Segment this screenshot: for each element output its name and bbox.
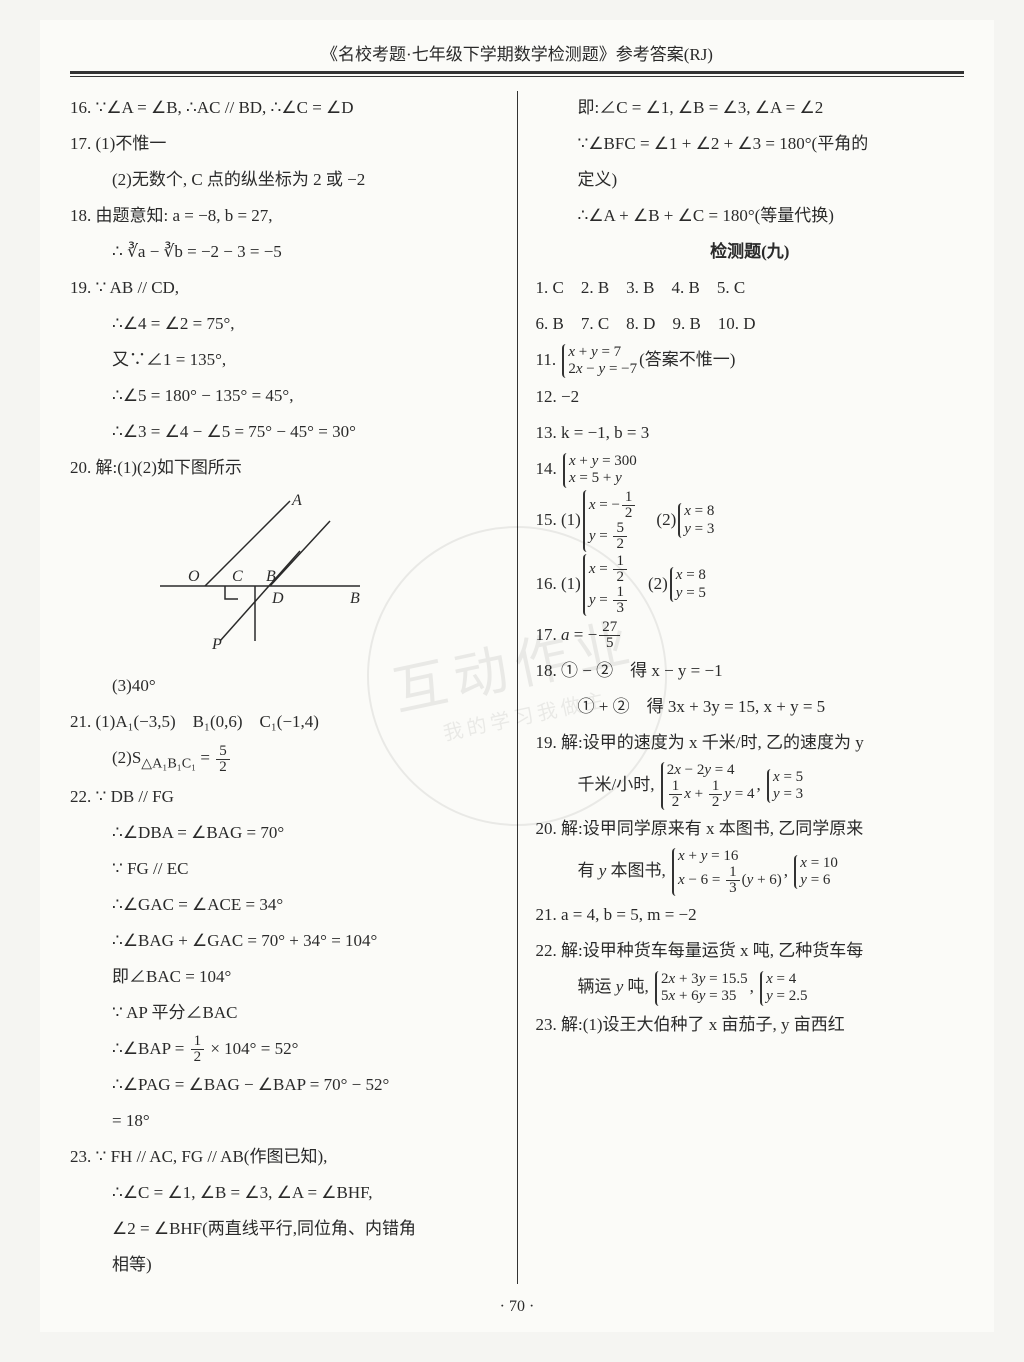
- text-line: ∵ FG // EC: [70, 852, 499, 886]
- text-line: 18. 由题意知: a = −8, b = 27,: [70, 199, 499, 233]
- text-line: ∴∠C = ∠1, ∠B = ∠3, ∠A = ∠BHF,: [70, 1176, 499, 1210]
- text-line: 14. x + y = 300x = 5 + y: [536, 452, 965, 487]
- text-line: 检测题(九): [536, 235, 965, 269]
- text-line: 即∠BAC = 104°: [70, 960, 499, 994]
- text-line: ① + ② 得 3x + 3y = 15, x + y = 5: [536, 690, 965, 724]
- rule-thin: [70, 76, 964, 77]
- text-line: = 18°: [70, 1104, 499, 1138]
- text-line: 12. −2: [536, 380, 965, 414]
- text-line: 千米/小时, 2x − 2y = 412x + 12y = 4, x = 5y …: [536, 762, 965, 810]
- text-line: ∵∠BFC = ∠1 + ∠2 + ∠3 = 180°(平角的: [536, 127, 965, 161]
- text-line: 又∵∠1 = 135°,: [70, 343, 499, 377]
- text-line: 相等): [70, 1248, 499, 1282]
- svg-text:P: P: [211, 636, 222, 651]
- text-line: 有 y 本图书, x + y = 16x − 6 = 13(y + 6), x …: [536, 848, 965, 896]
- text-line: (3)40°: [70, 669, 499, 703]
- text-line: 23. ∵ FH // AC, FG // AB(作图已知),: [70, 1140, 499, 1174]
- text-line: ∴∠4 = ∠2 = 75°,: [70, 307, 499, 341]
- text-line: ∴∠A + ∠B + ∠C = 180°(等量代换): [536, 199, 965, 233]
- text-line: 23. 解:(1)设王大伯种了 x 亩茄子, y 亩西红: [536, 1008, 965, 1042]
- text-line: 13. k = −1, b = 3: [536, 416, 965, 450]
- text-line: 即:∠C = ∠1, ∠B = ∠3, ∠A = ∠2: [536, 91, 965, 125]
- text-line: ∴∠BAG + ∠GAC = 70° + 34° = 104°: [70, 924, 499, 958]
- text-line: 16. (1)x = 12y = 13 (2)x = 8y = 5: [536, 554, 965, 616]
- text-line: 21. a = 4, b = 5, m = −2: [536, 898, 965, 932]
- text-line: 1. C 2. B 3. B 4. B 5. C: [536, 271, 965, 305]
- svg-text:D: D: [271, 590, 284, 607]
- text-line: ∴∠3 = ∠4 − ∠5 = 75° − 45° = 30°: [70, 415, 499, 449]
- text-line: 20. 解:设甲同学原来有 x 本图书, 乙同学原来: [536, 812, 965, 846]
- text-line: 21. (1)A₁(−3,5) B₁(0,6) C₁(−1,4): [70, 705, 499, 739]
- page: 《名校考题·七年级下学期数学检测题》参考答案(RJ) 互动作业 我的学习我做主 …: [40, 20, 994, 1332]
- text-line: ∴ ∛a − ∛b = −2 − 3 = −5: [70, 235, 499, 269]
- page-header-title: 《名校考题·七年级下学期数学检测题》参考答案(RJ): [70, 40, 964, 65]
- column-right: 即:∠C = ∠1, ∠B = ∠3, ∠A = ∠2∵∠BFC = ∠1 + …: [518, 91, 965, 1284]
- column-left: 16. ∵∠A = ∠B, ∴AC // BD, ∴∠C = ∠D17. (1)…: [70, 91, 518, 1284]
- text-line: 22. 解:设甲种货车每量运货 x 吨, 乙种货车每: [536, 934, 965, 968]
- text-line: ∠2 = ∠BHF(两直线平行,同位角、内错角: [70, 1212, 499, 1246]
- text-line: 17. (1)不惟一: [70, 127, 499, 161]
- text-line: 定义): [536, 163, 965, 197]
- text-line: 20. 解:(1)(2)如下图所示: [70, 451, 499, 485]
- text-line: 18. ① − ② 得 x − y = −1: [536, 654, 965, 688]
- text-line: (2)S△A₁B₁C₁ = 52: [70, 741, 499, 778]
- svg-text:C: C: [232, 568, 243, 585]
- text-line: ∴∠DBA = ∠BAG = 70°: [70, 816, 499, 850]
- svg-text:O: O: [188, 568, 200, 585]
- text-line: 15. (1)x = −12y = 52 (2)x = 8y = 3: [536, 490, 965, 552]
- svg-text:B: B: [350, 590, 360, 607]
- text-line: 6. B 7. C 8. D 9. B 10. D: [536, 307, 965, 341]
- text-line: 17. a = −275: [536, 618, 965, 652]
- text-line: 16. ∵∠A = ∠B, ∴AC // BD, ∴∠C = ∠D: [70, 91, 499, 125]
- columns: 16. ∵∠A = ∠B, ∴AC // BD, ∴∠C = ∠D17. (1)…: [70, 91, 964, 1284]
- text-line: 辆运 y 吨, 2x + 3y = 15.55x + 6y = 35, x = …: [536, 970, 965, 1005]
- text-line: ∴∠PAG = ∠BAG − ∠BAP = 70° − 52°: [70, 1068, 499, 1102]
- text-line: 11. x + y = 72x − y = −7(答案不惟一): [536, 343, 965, 378]
- rule-thick: [70, 71, 964, 74]
- svg-text:A: A: [291, 492, 302, 509]
- text-line: 19. ∵ AB // CD,: [70, 271, 499, 305]
- svg-text:B: B: [266, 568, 276, 585]
- text-line: ∴∠BAP = 12 × 104° = 52°: [70, 1032, 499, 1066]
- text-line: (2)无数个, C 点的纵坐标为 2 或 −2: [70, 163, 499, 197]
- text-line: ∵ AP 平分∠BAC: [70, 996, 499, 1030]
- geometry-diagram: AOCBDBP: [150, 491, 499, 663]
- text-line: ∴∠GAC = ∠ACE = 34°: [70, 888, 499, 922]
- text-line: 22. ∵ DB // FG: [70, 780, 499, 814]
- text-line: 19. 解:设甲的速度为 x 千米/时, 乙的速度为 y: [536, 726, 965, 760]
- page-number: · 70 ·: [70, 1298, 964, 1316]
- text-line: ∴∠5 = 180° − 135° = 45°,: [70, 379, 499, 413]
